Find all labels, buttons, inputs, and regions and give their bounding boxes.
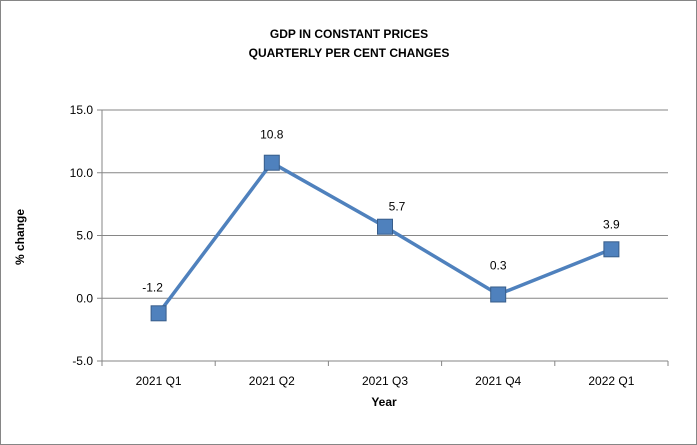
chart-title-line-2: QUARTERLY PER CENT CHANGES bbox=[249, 46, 450, 60]
chart-title-line-1: GDP IN CONSTANT PRICES bbox=[270, 27, 428, 41]
data-labels: -1.2 10.8 5.7 0.3 3.9 bbox=[142, 128, 620, 295]
x-tick-label: 2021 Q1 bbox=[136, 374, 182, 388]
data-point-marker bbox=[150, 305, 167, 322]
data-point-marker bbox=[263, 154, 280, 171]
data-label: 3.9 bbox=[603, 217, 620, 231]
gridlines bbox=[97, 109, 669, 366]
x-tick-label: 2021 Q4 bbox=[475, 374, 521, 388]
data-label: 5.7 bbox=[389, 200, 406, 214]
y-tick-label: 5.0 bbox=[76, 229, 93, 243]
data-label: 0.3 bbox=[490, 258, 507, 272]
y-tick-label: 15.0 bbox=[70, 103, 94, 117]
x-axis-title: Year bbox=[371, 395, 397, 409]
chart-title: GDP IN CONSTANT PRICES QUARTERLY PER CEN… bbox=[249, 27, 450, 60]
data-label: 10.8 bbox=[260, 128, 284, 142]
x-axis-tick-labels: 2021 Q1 2021 Q2 2021 Q3 2021 Q4 2022 Q1 bbox=[136, 374, 635, 388]
series-line bbox=[157, 160, 613, 315]
data-label: -1.2 bbox=[142, 280, 163, 294]
x-tick-label: 2021 Q3 bbox=[362, 374, 408, 388]
y-tick-label: -5.0 bbox=[72, 354, 93, 368]
x-tick-label: 2022 Q1 bbox=[588, 374, 634, 388]
data-point-marker bbox=[603, 241, 620, 258]
y-tick-label: 0.0 bbox=[76, 291, 93, 305]
data-point-marker bbox=[490, 286, 507, 303]
y-tick-label: 10.0 bbox=[70, 166, 94, 180]
data-point-marker bbox=[377, 218, 393, 235]
x-tick-label: 2021 Q2 bbox=[249, 374, 295, 388]
y-axis-title: % change bbox=[13, 209, 27, 265]
y-axis-tick-labels: 15.0 10.0 5.0 0.0 -5.0 bbox=[70, 103, 94, 368]
series-gdp bbox=[150, 154, 620, 322]
